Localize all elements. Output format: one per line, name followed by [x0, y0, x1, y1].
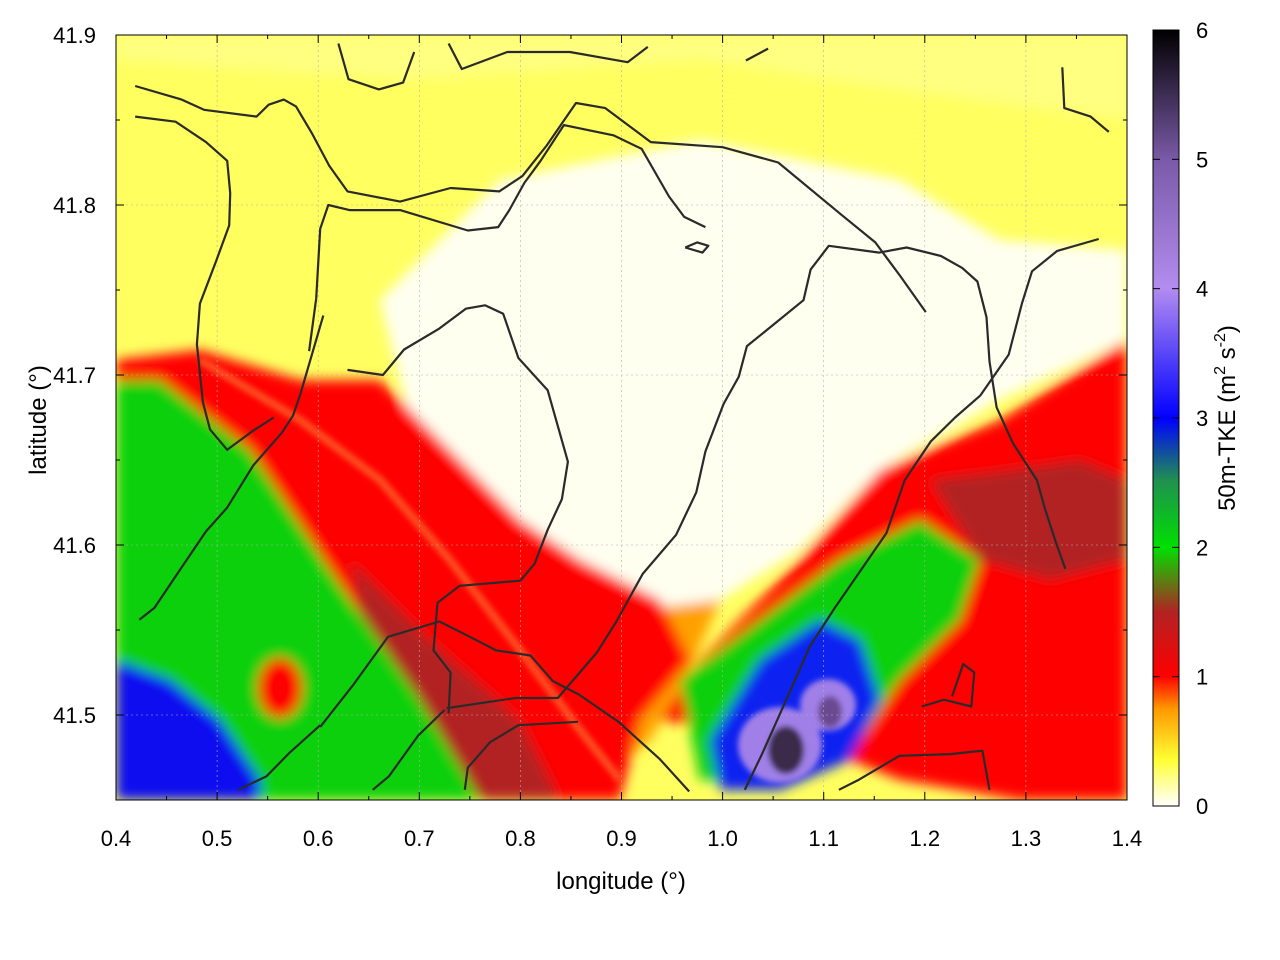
field-red-ridge-line: [197, 356, 624, 783]
colorbar-tick-label: 5: [1196, 147, 1208, 172]
field-firebrick-west: [350, 560, 560, 800]
contour-line-c4: [138, 315, 325, 621]
field-firebrick-east: [930, 460, 1127, 580]
y-tick-label: 41.9: [53, 23, 96, 48]
x-tick-label: 0.6: [303, 826, 334, 851]
contour-line-c10: [463, 720, 579, 790]
colorbar: 0 1 2 3 4 5 6 50m-TKE (m2 s-2): [1152, 18, 1241, 819]
field-north-band: [116, 35, 1127, 120]
contour-line-c7: [319, 620, 691, 793]
tke-field: [116, 35, 1127, 800]
colorbar-tick-label: 1: [1196, 665, 1208, 690]
contour-line-c5: [347, 304, 570, 714]
contour-lines: [134, 42, 1110, 793]
field-blue-southwest: [116, 660, 260, 800]
field-dark-core-1: [768, 726, 804, 774]
x-tick-label: 0.7: [404, 826, 435, 851]
x-tick-label: 1.3: [1011, 826, 1042, 851]
x-axis-ticks: 0.4 0.5 0.6 0.7 0.8 0.9 1.0 1.1 1.2 1.3 1.4: [101, 35, 1143, 851]
colorbar-tick-label: 4: [1196, 277, 1208, 302]
x-tick-label: 1.0: [707, 826, 738, 851]
y-tick-label: 41.7: [53, 363, 96, 388]
contour-line-c18: [684, 241, 710, 254]
x-tick-label: 0.4: [101, 826, 132, 851]
y-axis-label: latitude (°): [25, 365, 52, 475]
y-tick-label: 41.8: [53, 193, 96, 218]
contour-line-c14: [337, 43, 416, 91]
contour-line-c16: [745, 47, 769, 62]
contour-line-c6: [446, 244, 1067, 710]
contour-line-c13: [921, 662, 976, 708]
contour-line-c11: [743, 237, 1100, 791]
y-tick-label: 41.5: [53, 703, 96, 728]
contour-line-c12: [838, 749, 991, 791]
contour-line-c15: [447, 42, 649, 71]
contour-line-c9: [372, 709, 446, 791]
colorbar-tick-label: 3: [1196, 406, 1208, 431]
y-tick-label: 41.6: [53, 533, 96, 558]
x-tick-label: 1.1: [808, 826, 839, 851]
contour-line-c2: [135, 115, 275, 451]
contour-line-c17: [1061, 67, 1110, 133]
field-dark-core-2: [818, 696, 842, 728]
x-tick-label: 0.5: [202, 826, 233, 851]
grid: [116, 35, 1127, 800]
contour-line-c3: [308, 123, 706, 352]
field-red-spot-west: [258, 658, 302, 718]
x-tick-label: 1.4: [1112, 826, 1143, 851]
x-tick-label: 0.8: [505, 826, 536, 851]
contour-line-c8: [237, 724, 321, 791]
x-tick-label: 0.9: [606, 826, 637, 851]
colorbar-ticks: 0 1 2 3 4 5 6: [1153, 18, 1208, 819]
contour-line-c1: [134, 84, 927, 313]
x-tick-label: 1.2: [910, 826, 941, 851]
colorbar-tick-label: 6: [1196, 18, 1208, 43]
colorbar-tick-label: 0: [1196, 794, 1208, 819]
colorbar-tick-label: 2: [1196, 535, 1208, 560]
field-center-pale: [380, 140, 1127, 610]
x-axis-label: longitude (°): [556, 868, 686, 895]
y-axis-ticks: 41.5 41.6 41.7 41.8 41.9: [53, 23, 1127, 801]
field-green-west: [116, 380, 480, 800]
colorbar-label: 50m-TKE (m2 s-2): [1212, 325, 1241, 511]
